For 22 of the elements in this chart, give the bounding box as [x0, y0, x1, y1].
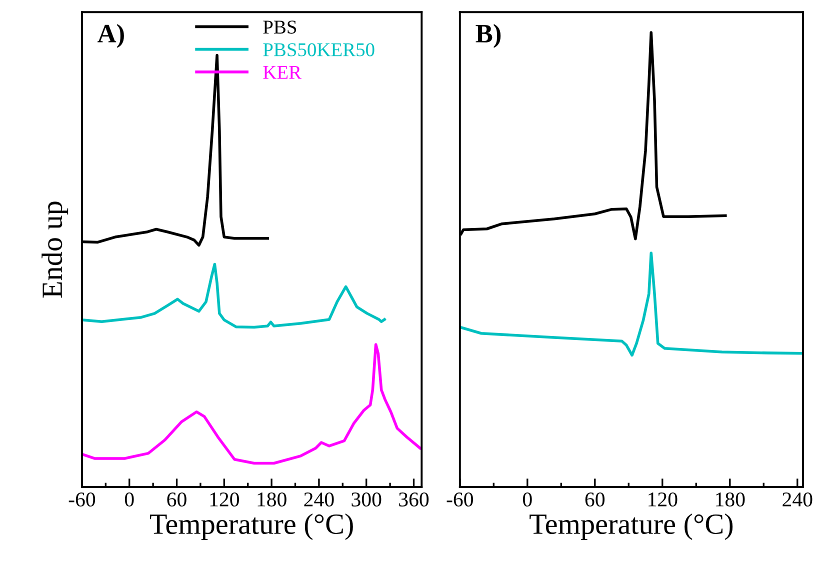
text: A) [98, 24, 124, 48]
x-tick-label: 60 [167, 492, 186, 507]
x-tick-label: 120 [648, 492, 678, 507]
x-tick-label: 300 [352, 492, 382, 507]
legend-label: PBS [263, 20, 296, 34]
x-tick-label: 180 [258, 492, 286, 507]
x-tick-label: 60 [585, 492, 605, 507]
x-tick-label: 0 [124, 492, 134, 507]
x-tick-label: 180 [716, 492, 745, 507]
x-axis-title: Temperature (°C) [530, 514, 733, 540]
x-tick-label: 360 [399, 492, 429, 507]
x-tick-label: 240 [304, 492, 334, 507]
y-axis-title: Endo up [42, 202, 68, 298]
annotation: B) [476, 24, 501, 48]
x-tick-label: -60 [68, 492, 96, 507]
x-tick-label: 240 [782, 492, 812, 507]
legend-label: PBS50KER50 [263, 43, 374, 56]
legend-label: KER [263, 66, 302, 79]
x-axis-title: Temperature (°C) [150, 514, 353, 540]
x-tick-label: 0 [522, 492, 532, 507]
x-tick-label: -60 [446, 492, 473, 507]
x-tick-label: 120 [210, 492, 239, 507]
